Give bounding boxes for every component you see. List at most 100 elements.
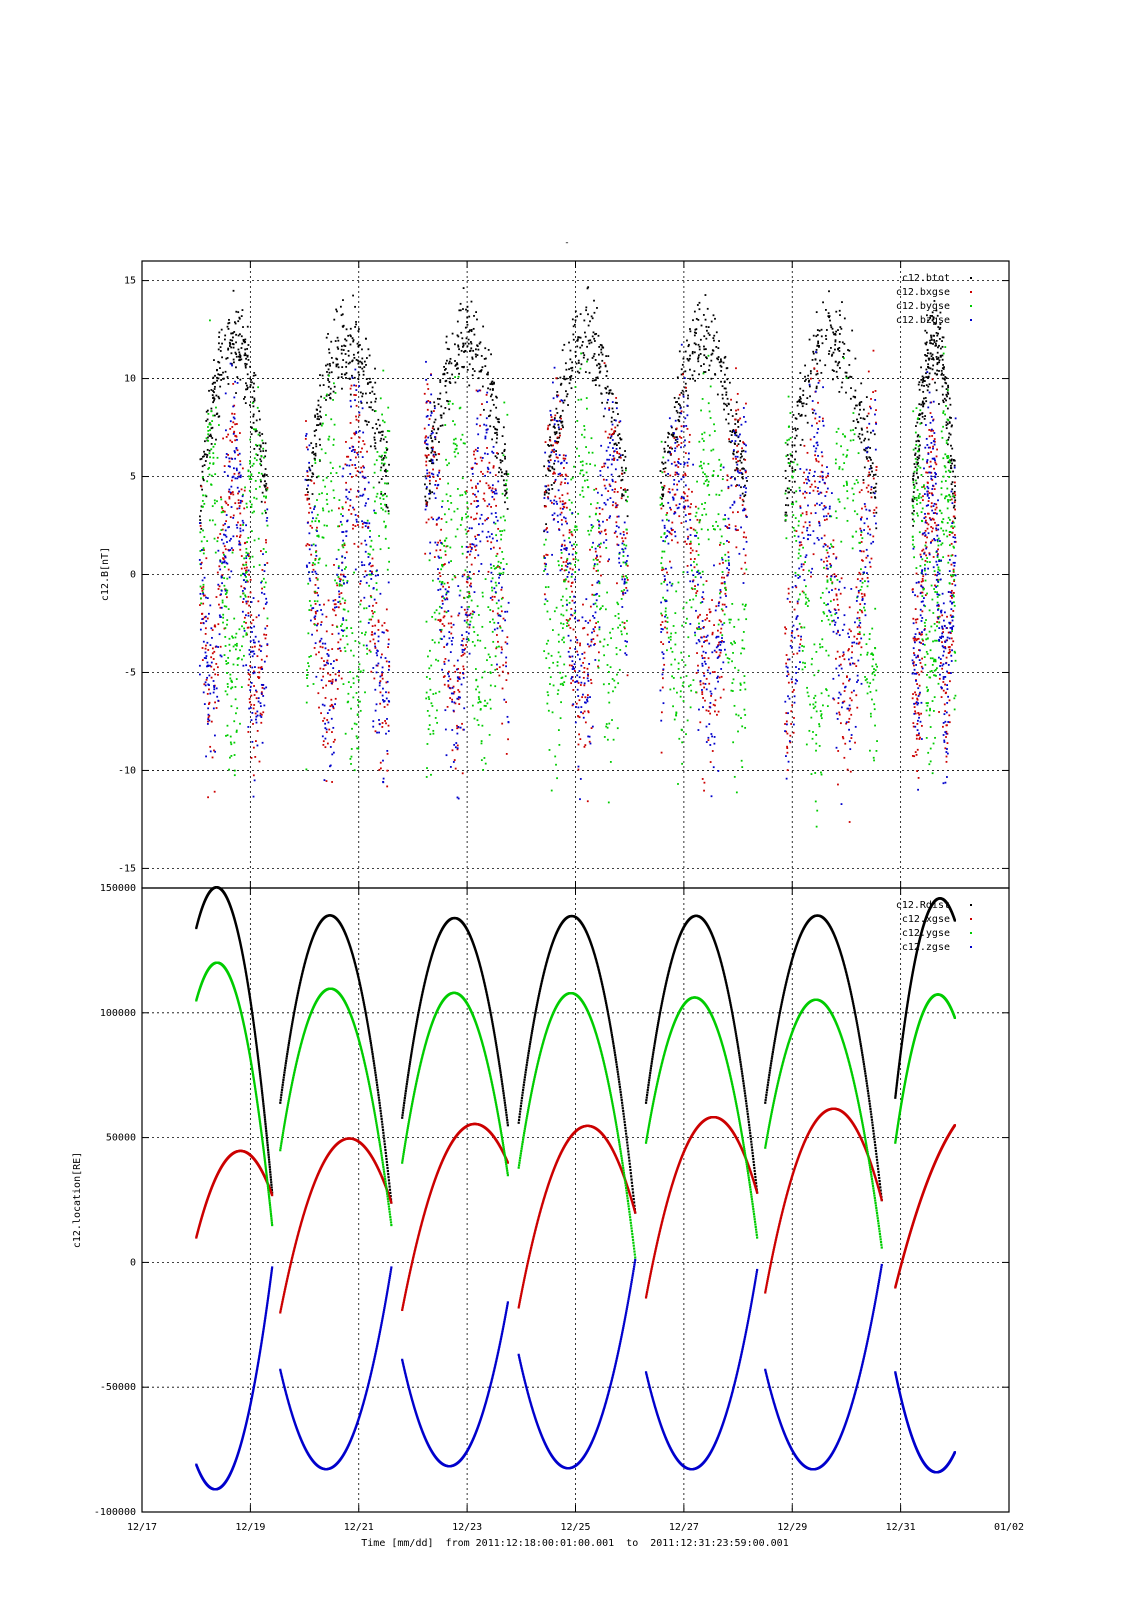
field-point [484, 699, 486, 702]
field-point [810, 575, 812, 578]
field-point [314, 505, 316, 507]
field-point [735, 468, 738, 471]
field-point [705, 356, 707, 359]
field-point [705, 677, 708, 680]
field-point [265, 539, 267, 541]
field-point [264, 485, 266, 488]
field-point [919, 553, 922, 556]
field-point [723, 387, 726, 390]
field-point [213, 499, 216, 502]
field-point [435, 658, 437, 661]
field-point [575, 525, 578, 528]
field-point [867, 525, 870, 528]
field-point [501, 452, 504, 455]
field-point [913, 497, 916, 499]
field-point [570, 478, 573, 481]
field-point [336, 626, 339, 628]
field-point [662, 493, 665, 496]
field-point [622, 555, 625, 557]
field-point [559, 500, 562, 503]
field-point [803, 481, 806, 484]
field-point [621, 537, 624, 540]
field-point [711, 750, 714, 752]
field-point [505, 752, 508, 755]
field-point [935, 524, 938, 527]
field-point [462, 442, 465, 445]
field-point [212, 445, 215, 448]
field-point [239, 534, 242, 537]
field-point [937, 553, 939, 555]
field-point [545, 523, 547, 526]
field-point [208, 714, 211, 717]
field-point [319, 645, 322, 648]
field-point [248, 573, 250, 576]
field-point [256, 444, 259, 447]
field-point [503, 448, 506, 451]
field-point [327, 333, 329, 335]
field-point [369, 640, 372, 643]
field-point [865, 556, 868, 559]
field-point [217, 623, 220, 626]
field-point [215, 406, 217, 409]
field-point [865, 486, 868, 489]
field-point [340, 592, 343, 594]
field-point [488, 487, 491, 490]
field-point [327, 379, 330, 381]
field-point [492, 403, 495, 406]
field-point [570, 501, 573, 504]
field-point [326, 659, 329, 662]
field-point [475, 348, 477, 351]
field-point [586, 345, 588, 348]
field-point [337, 376, 340, 379]
field-point [713, 671, 716, 673]
field-point [809, 372, 812, 375]
field-point [930, 451, 932, 453]
field-point [236, 449, 239, 452]
field-point [663, 484, 666, 487]
field-point [219, 367, 221, 370]
field-point [689, 599, 691, 601]
field-point [934, 521, 936, 524]
field-point [837, 347, 839, 350]
field-point [733, 704, 736, 707]
field-point [371, 633, 374, 636]
field-point [664, 461, 667, 464]
field-point [663, 663, 666, 666]
field-point [560, 511, 563, 514]
field-point [263, 456, 265, 459]
field-point [245, 632, 248, 635]
field-point [352, 294, 354, 297]
field-point [623, 459, 625, 462]
field-point [207, 720, 209, 723]
field-point [728, 438, 730, 441]
field-point [249, 578, 252, 581]
field-point [861, 577, 864, 580]
field-point [368, 584, 371, 587]
field-point [926, 389, 929, 392]
field-point [583, 331, 586, 334]
field-point [698, 373, 700, 376]
field-point [231, 635, 233, 638]
field-point [571, 664, 573, 667]
field-point [662, 504, 665, 507]
field-point [703, 354, 706, 357]
field-point [383, 462, 386, 465]
field-point [865, 396, 868, 398]
field-point [448, 408, 451, 411]
field-point [566, 559, 568, 562]
field-point [338, 593, 341, 596]
field-point [365, 364, 367, 366]
field-point [700, 528, 703, 531]
field-point [735, 485, 737, 488]
field-point [796, 404, 799, 407]
field-point [917, 637, 920, 640]
field-point [205, 410, 208, 413]
field-point [221, 356, 223, 359]
field-point [338, 583, 341, 586]
field-point [372, 638, 375, 641]
field-point [461, 545, 463, 548]
field-point [342, 573, 345, 576]
field-point [345, 372, 348, 374]
field-point [799, 400, 802, 403]
field-point [462, 668, 465, 671]
